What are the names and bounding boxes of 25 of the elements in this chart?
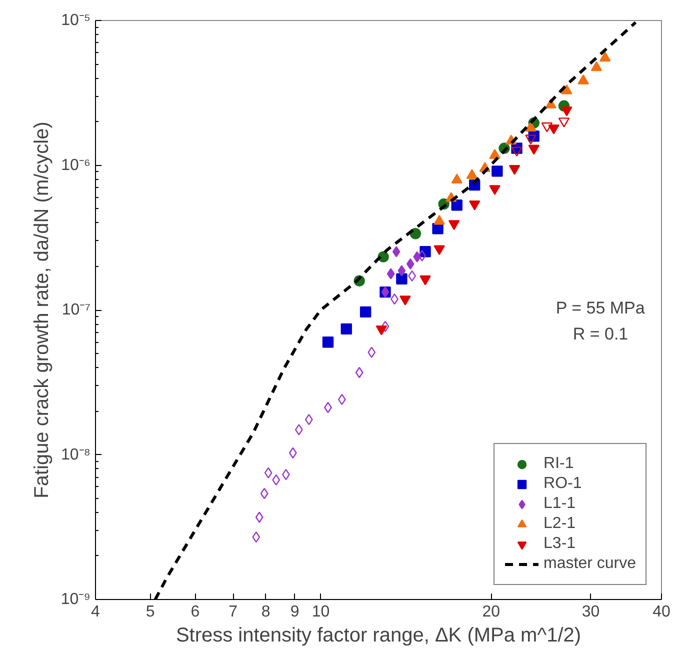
x-tick-label: 7 bbox=[228, 604, 238, 620]
y-tick-label: 10⁻⁷ bbox=[62, 302, 91, 318]
legend-label: L2-1 bbox=[544, 515, 576, 533]
annotation: P = 55 MPa bbox=[556, 298, 646, 318]
legend-label: L3-1 bbox=[544, 535, 576, 553]
legend-label: RO-1 bbox=[544, 475, 582, 493]
legend-label: L1-1 bbox=[544, 495, 576, 513]
x-tick-label: 20 bbox=[482, 604, 500, 620]
y-tick-label: 10⁻⁶ bbox=[61, 156, 91, 174]
x-tick-label: 8 bbox=[261, 604, 270, 620]
annotation: R = 0.1 bbox=[572, 324, 628, 344]
y-axis-title: Fatigue crack growth rate, da/dN (m/cycle) bbox=[30, 122, 53, 498]
x-axis-title: Stress intensity factor range, ΔK (MPa m^1/2) bbox=[176, 624, 582, 646]
x-tick-label: 5 bbox=[146, 604, 155, 620]
y-tick-label: 10⁻⁵ bbox=[61, 12, 91, 29]
x-tick-label: 9 bbox=[290, 604, 300, 620]
x-tick-label: 4 bbox=[91, 604, 100, 620]
legend-label: master curve bbox=[544, 555, 636, 573]
y-tick-label: 10⁻⁹ bbox=[60, 591, 91, 608]
legend-label: RI-1 bbox=[544, 455, 574, 473]
x-tick-label: 30 bbox=[582, 604, 600, 620]
x-tick-label: 40 bbox=[652, 604, 670, 620]
x-tick-label: 6 bbox=[190, 604, 200, 620]
y-tick-label: 10⁻⁸ bbox=[60, 446, 90, 464]
x-tick-label: 10 bbox=[312, 604, 330, 620]
